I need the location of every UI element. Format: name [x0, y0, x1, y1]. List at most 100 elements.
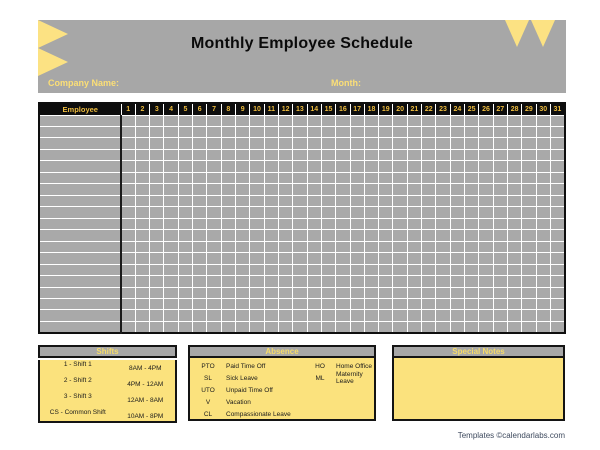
schedule-day-cell[interactable] — [306, 125, 322, 139]
schedule-day-cell[interactable] — [306, 286, 322, 300]
schedule-day-cell[interactable] — [320, 148, 337, 162]
schedule-day-cell[interactable] — [220, 194, 237, 208]
schedule-day-cell[interactable] — [463, 137, 480, 150]
schedule-day-cell[interactable] — [492, 240, 508, 254]
schedule-day-cell[interactable] — [392, 137, 408, 150]
schedule-day-cell[interactable] — [249, 160, 265, 173]
schedule-day-cell[interactable] — [134, 320, 151, 334]
schedule-day-cell[interactable] — [263, 125, 279, 139]
schedule-day-cell[interactable] — [335, 125, 351, 139]
schedule-day-cell[interactable] — [163, 240, 179, 254]
schedule-day-cell[interactable] — [535, 160, 551, 173]
schedule-day-cell[interactable] — [120, 229, 136, 242]
schedule-day-cell[interactable] — [492, 206, 508, 219]
schedule-day-cell[interactable] — [149, 114, 165, 127]
schedule-day-cell[interactable] — [363, 252, 380, 265]
schedule-day-cell[interactable] — [378, 263, 394, 277]
schedule-day-cell[interactable] — [349, 297, 365, 311]
schedule-day-cell[interactable] — [506, 148, 523, 162]
schedule-day-cell[interactable] — [435, 275, 451, 288]
schedule-day-cell[interactable] — [392, 160, 408, 173]
schedule-day-cell[interactable] — [378, 286, 394, 300]
schedule-day-cell[interactable] — [292, 263, 308, 277]
schedule-day-cell[interactable] — [435, 148, 451, 162]
schedule-day-cell[interactable] — [177, 275, 194, 288]
schedule-day-cell[interactable] — [378, 297, 394, 311]
schedule-day-cell[interactable] — [163, 194, 179, 208]
schedule-day-cell[interactable] — [263, 297, 279, 311]
schedule-day-cell[interactable] — [163, 320, 179, 334]
schedule-day-cell[interactable] — [292, 275, 308, 288]
schedule-day-cell[interactable] — [163, 206, 179, 219]
schedule-day-cell[interactable] — [349, 263, 365, 277]
schedule-day-cell[interactable] — [506, 263, 523, 277]
schedule-day-cell[interactable] — [435, 114, 451, 127]
schedule-day-cell[interactable] — [249, 137, 265, 150]
schedule-day-cell[interactable] — [506, 275, 523, 288]
schedule-day-cell[interactable] — [277, 114, 294, 127]
schedule-day-cell[interactable] — [320, 160, 337, 173]
schedule-day-cell[interactable] — [220, 320, 237, 334]
schedule-day-cell[interactable] — [192, 148, 208, 162]
schedule-day-cell[interactable] — [177, 206, 194, 219]
schedule-day-cell[interactable] — [134, 171, 151, 185]
schedule-day-cell[interactable] — [177, 263, 194, 277]
schedule-day-cell[interactable] — [206, 309, 222, 322]
schedule-day-cell[interactable] — [320, 194, 337, 208]
schedule-day-cell[interactable] — [263, 114, 279, 127]
schedule-day-cell[interactable] — [292, 297, 308, 311]
schedule-day-cell[interactable] — [449, 137, 466, 150]
schedule-day-cell[interactable] — [177, 125, 194, 139]
schedule-day-cell[interactable] — [292, 194, 308, 208]
schedule-day-cell[interactable] — [421, 309, 437, 322]
schedule-day-cell[interactable] — [492, 263, 508, 277]
schedule-day-cell[interactable] — [478, 194, 494, 208]
schedule-day-cell[interactable] — [263, 171, 279, 185]
schedule-day-cell[interactable] — [192, 171, 208, 185]
schedule-day-cell[interactable] — [521, 252, 537, 265]
schedule-day-cell[interactable] — [406, 309, 423, 322]
schedule-day-cell[interactable] — [249, 309, 265, 322]
schedule-day-cell[interactable] — [506, 206, 523, 219]
schedule-day-cell[interactable] — [435, 206, 451, 219]
schedule-day-cell[interactable] — [363, 206, 380, 219]
schedule-day-cell[interactable] — [478, 160, 494, 173]
employee-name-cell[interactable] — [38, 148, 122, 162]
schedule-day-cell[interactable] — [449, 252, 466, 265]
employee-name-cell[interactable] — [38, 114, 122, 127]
schedule-day-cell[interactable] — [192, 125, 208, 139]
schedule-day-cell[interactable] — [378, 148, 394, 162]
schedule-day-cell[interactable] — [463, 148, 480, 162]
schedule-day-cell[interactable] — [134, 206, 151, 219]
schedule-day-cell[interactable] — [192, 275, 208, 288]
schedule-day-cell[interactable] — [192, 263, 208, 277]
schedule-day-cell[interactable] — [421, 114, 437, 127]
schedule-day-cell[interactable] — [449, 297, 466, 311]
schedule-day-cell[interactable] — [192, 160, 208, 173]
schedule-day-cell[interactable] — [349, 217, 365, 231]
schedule-day-cell[interactable] — [220, 263, 237, 277]
schedule-day-cell[interactable] — [449, 171, 466, 185]
schedule-day-cell[interactable] — [120, 320, 136, 334]
schedule-day-cell[interactable] — [449, 194, 466, 208]
schedule-day-cell[interactable] — [277, 148, 294, 162]
schedule-day-cell[interactable] — [249, 252, 265, 265]
schedule-day-cell[interactable] — [406, 217, 423, 231]
schedule-day-cell[interactable] — [263, 275, 279, 288]
schedule-day-cell[interactable] — [435, 320, 451, 334]
schedule-day-cell[interactable] — [421, 320, 437, 334]
employee-name-cell[interactable] — [38, 206, 122, 219]
schedule-day-cell[interactable] — [478, 206, 494, 219]
schedule-day-cell[interactable] — [220, 240, 237, 254]
schedule-day-cell[interactable] — [320, 275, 337, 288]
schedule-day-cell[interactable] — [192, 309, 208, 322]
schedule-day-cell[interactable] — [306, 229, 322, 242]
schedule-day-cell[interactable] — [320, 286, 337, 300]
schedule-day-cell[interactable] — [549, 240, 566, 254]
schedule-day-cell[interactable] — [163, 114, 179, 127]
schedule-day-cell[interactable] — [234, 263, 251, 277]
schedule-day-cell[interactable] — [363, 148, 380, 162]
schedule-day-cell[interactable] — [463, 217, 480, 231]
schedule-day-cell[interactable] — [306, 240, 322, 254]
schedule-day-cell[interactable] — [120, 297, 136, 311]
